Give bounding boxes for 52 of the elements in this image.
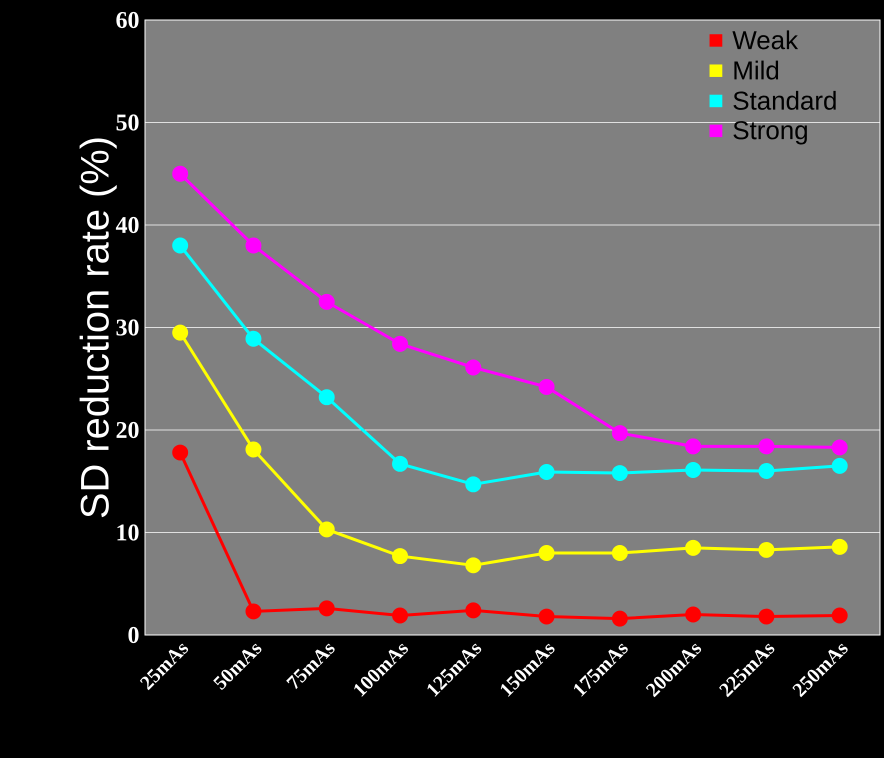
point [172, 444, 188, 461]
legend-label: Strong [733, 121, 807, 145]
point [318, 294, 335, 310]
point [685, 606, 702, 622]
y-axis-title: SD reduction rate (%) [80, 138, 117, 518]
y-tick-label: 60 [116, 12, 139, 28]
point [832, 608, 848, 624]
point [245, 330, 262, 347]
legend-label: Mild [734, 60, 778, 80]
point [832, 538, 848, 555]
point [465, 360, 482, 376]
legend-label: Weak [732, 30, 798, 50]
point [392, 456, 408, 472]
point [392, 608, 408, 624]
y-tick-label: 50 [116, 114, 139, 131]
point [245, 238, 262, 254]
point [538, 464, 555, 480]
point [612, 425, 628, 442]
point [685, 462, 702, 478]
point [612, 545, 628, 561]
point [245, 442, 262, 458]
point [612, 610, 628, 627]
point [172, 166, 188, 182]
point [538, 378, 555, 395]
point [172, 238, 188, 254]
point [758, 438, 774, 454]
point [832, 458, 848, 474]
point [538, 545, 555, 561]
point [758, 542, 774, 558]
point [612, 465, 628, 482]
point [465, 602, 482, 618]
y-tick-label: 10 [117, 524, 139, 541]
point [172, 324, 188, 341]
point [318, 521, 335, 538]
y-tick-label: 30 [116, 319, 139, 336]
point [245, 603, 262, 620]
point [685, 438, 702, 454]
legend-label: Standard [733, 90, 836, 110]
point [392, 336, 408, 352]
point [758, 463, 774, 479]
point [465, 476, 482, 492]
y-tick-label: 40 [116, 216, 139, 234]
point [758, 608, 774, 625]
point [318, 600, 335, 616]
y-tick-label: 0 [128, 626, 139, 644]
point [392, 548, 408, 564]
point [538, 608, 555, 625]
point [832, 439, 848, 456]
point [465, 557, 482, 574]
y-tick-label: 20 [116, 422, 139, 438]
point [685, 540, 702, 556]
point [318, 389, 335, 406]
